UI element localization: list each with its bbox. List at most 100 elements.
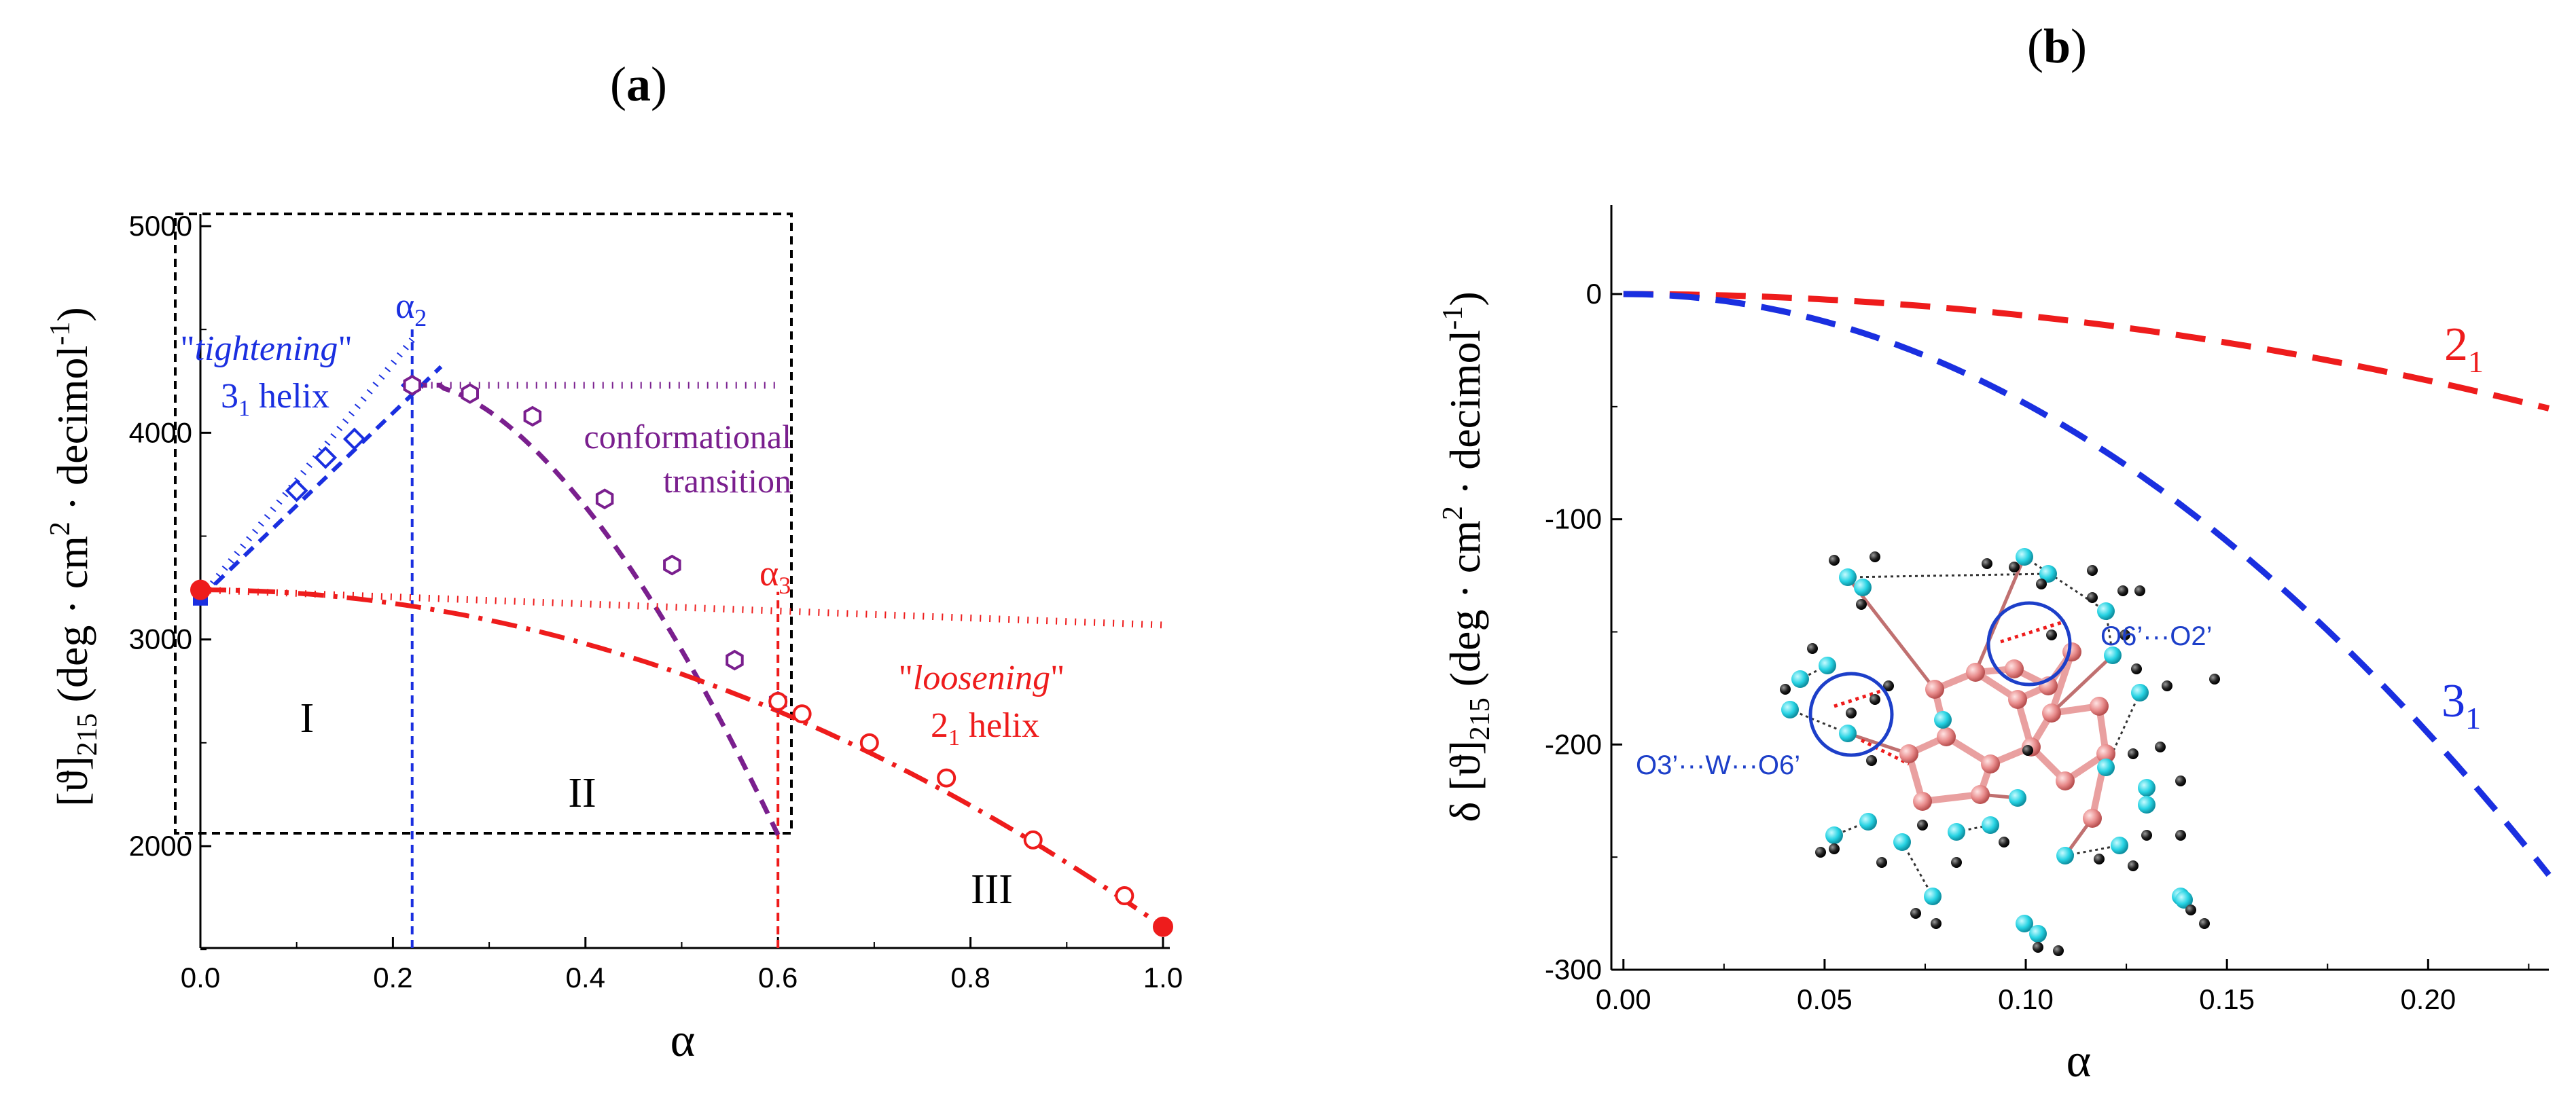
oxygen-atom (2104, 646, 2122, 664)
hbond-line (1789, 708, 1848, 735)
oxygen-atom (1819, 657, 1836, 674)
hydrogen-atom (2087, 565, 2098, 576)
oxygen-atom (1934, 711, 1952, 729)
key-hbond (1833, 689, 1881, 708)
hydrogen-atom (1846, 708, 1857, 718)
y-tick-label: 0 (1586, 278, 1602, 310)
oxygen-atom (1839, 568, 1857, 586)
hydrogen-atom (1870, 694, 1880, 705)
oxygen-atom (1924, 888, 1942, 905)
hydrogen-atom (2175, 830, 2186, 841)
hydrogen-atom (2155, 742, 2166, 752)
x-tick-label: 1.0 (1143, 962, 1183, 993)
region-ii-label: II (568, 770, 596, 816)
hydrogen-atom (2119, 630, 2130, 640)
helix21-point (1023, 830, 1043, 850)
hydrogen-atom (1982, 558, 1992, 569)
hydrogen-atom (2094, 854, 2105, 864)
oxygen-atom (2111, 837, 2128, 854)
oxygen-atom (1825, 826, 1843, 844)
oxygen-atom (1982, 816, 1999, 834)
helix21-point (1153, 916, 1173, 937)
oxygen-atom (1839, 725, 1857, 742)
hydrogen-atom (1780, 684, 1791, 695)
oxygen-atom (1781, 701, 1799, 718)
y-tick-label: -200 (1545, 728, 1602, 760)
hydrogen-atom (2209, 674, 2220, 685)
hydrogen-atom (2022, 745, 2033, 756)
oxygen-atom (2138, 796, 2155, 814)
helix31-point (285, 479, 308, 503)
panel-b-ylabel: δ [ϑ]215 (deg · cm2 · decimol-1) (1437, 291, 1496, 822)
ring-bond (1919, 791, 1984, 805)
highlight-circle (1986, 601, 2072, 687)
hydrogen-atom (2053, 945, 2064, 956)
transition-point (663, 554, 681, 576)
x-tick-label: 0.10 (1998, 983, 2054, 1015)
oxygen-atom (1854, 579, 1872, 596)
ring-atom (2062, 642, 2081, 661)
ring-atom (2096, 744, 2115, 763)
loosening-label: "loosening" (899, 659, 1065, 697)
bond-label-o3-w-o6: O3’···W···O6’ (1636, 750, 1800, 780)
bond-label-o6-o2: O6’···O2’ (2100, 621, 2212, 651)
ring-atom (2090, 697, 2109, 716)
x-tick-label: 0.15 (2199, 983, 2255, 1015)
hbond-line (1901, 841, 1934, 897)
x-tick-label: 0.8 (950, 962, 990, 993)
hydrogen-atom (1917, 820, 1928, 831)
ring-atom (1966, 663, 1985, 682)
curve-31-label: 31 (2441, 675, 2481, 735)
hydrogen-atom (1815, 847, 1826, 858)
helix21-point (768, 691, 788, 711)
y-tick-label: 4000 (129, 416, 192, 448)
ring-atom (2083, 809, 2102, 828)
ring-atom (1925, 680, 1944, 699)
oxygen-atom (2029, 925, 2047, 943)
hydrogen-atom (2134, 585, 2145, 596)
x-tick-label: 0.0 (181, 962, 220, 993)
oxygen-atom (2131, 684, 2149, 701)
hydrogen-atom (2162, 680, 2172, 691)
hydrogen-atom (1829, 843, 1840, 854)
panel-a-markers (190, 373, 1173, 937)
side-bond (2050, 654, 2114, 714)
molecule-inset (1780, 548, 2220, 956)
y-tick-label: -100 (1545, 503, 1602, 535)
y-tick-label: -300 (1545, 953, 1602, 985)
helix21-point (190, 579, 211, 600)
alpha2-label: α2 (395, 285, 427, 331)
helix21-point (792, 704, 812, 724)
oxygen-atom (1859, 813, 1877, 831)
panel-b-xlabel: α (2067, 1035, 2092, 1087)
hydrogen-atom (2046, 630, 2057, 640)
oxygen-atom (2056, 847, 2074, 864)
ring-atom (1981, 754, 2000, 773)
helix21-point (859, 733, 879, 752)
hydrogen-atom (1883, 680, 1894, 691)
helix31-point (342, 427, 366, 451)
region-box (174, 213, 793, 835)
region-iii-label: III (971, 867, 1013, 913)
panel-a-ylabel: [ϑ]215 (deg · cm2 · decimol-1) (45, 307, 103, 806)
helix21-label: 21 helix (931, 706, 1039, 750)
helix21-dotted-line (200, 586, 1164, 629)
hydrogen-atom (2117, 585, 2128, 596)
x-tick-label: 0.6 (758, 962, 798, 993)
transition-point (461, 383, 479, 404)
hydrogen-atom (1876, 857, 1887, 868)
panel-b-lines (1623, 291, 2552, 877)
hydrogen-atom (1951, 857, 1962, 868)
hydrogen-atom (1910, 908, 1921, 919)
oxygen-atom (2039, 565, 2057, 583)
panel-b-label: (b) (2027, 19, 2087, 73)
oxygen-atom (2016, 548, 2033, 566)
alpha3-label: α3 (759, 553, 791, 599)
transition-point (595, 488, 614, 510)
transition-label: transition (663, 462, 791, 500)
helix31-dashed-line (198, 365, 443, 600)
helix31-point (314, 446, 338, 469)
hbond-line (1847, 572, 2049, 579)
